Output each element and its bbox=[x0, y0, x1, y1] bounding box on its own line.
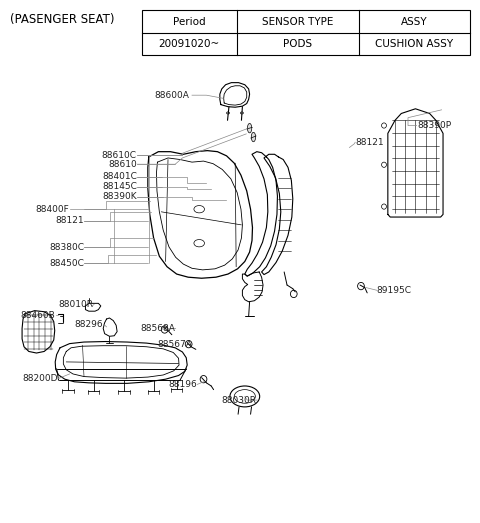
Text: 88200D: 88200D bbox=[22, 374, 58, 383]
Text: 88401C: 88401C bbox=[102, 172, 137, 181]
Text: 88010R: 88010R bbox=[59, 300, 94, 309]
Text: 20091020~: 20091020~ bbox=[159, 39, 220, 49]
Text: 88380C: 88380C bbox=[49, 243, 84, 252]
Text: 88600A: 88600A bbox=[155, 90, 190, 100]
Text: SENSOR TYPE: SENSOR TYPE bbox=[262, 17, 334, 27]
Text: 88296: 88296 bbox=[74, 320, 103, 329]
Text: 88400F: 88400F bbox=[36, 204, 70, 214]
Text: 88567A: 88567A bbox=[157, 339, 192, 349]
Ellipse shape bbox=[248, 123, 252, 133]
Text: ASSY: ASSY bbox=[401, 17, 428, 27]
Text: 88121: 88121 bbox=[55, 216, 84, 225]
Text: 88145C: 88145C bbox=[102, 182, 137, 191]
Text: 88390K: 88390K bbox=[102, 192, 137, 201]
Text: 89195C: 89195C bbox=[377, 286, 412, 295]
Text: PODS: PODS bbox=[283, 39, 312, 49]
Text: 88196: 88196 bbox=[168, 380, 197, 389]
Text: CUSHION ASSY: CUSHION ASSY bbox=[375, 39, 454, 49]
Bar bbox=[142, 10, 470, 55]
Text: 88450C: 88450C bbox=[49, 258, 84, 268]
Ellipse shape bbox=[252, 132, 256, 142]
Text: 88030R: 88030R bbox=[222, 395, 257, 405]
Text: 88610: 88610 bbox=[108, 160, 137, 169]
Text: 88460B: 88460B bbox=[21, 311, 55, 320]
Text: 88390P: 88390P bbox=[418, 121, 452, 130]
Text: (PASENGER SEAT): (PASENGER SEAT) bbox=[10, 13, 114, 26]
Text: 88121: 88121 bbox=[355, 138, 384, 147]
Text: Period: Period bbox=[173, 17, 205, 27]
Text: 88568A: 88568A bbox=[140, 324, 175, 333]
Text: 88610C: 88610C bbox=[102, 151, 137, 160]
